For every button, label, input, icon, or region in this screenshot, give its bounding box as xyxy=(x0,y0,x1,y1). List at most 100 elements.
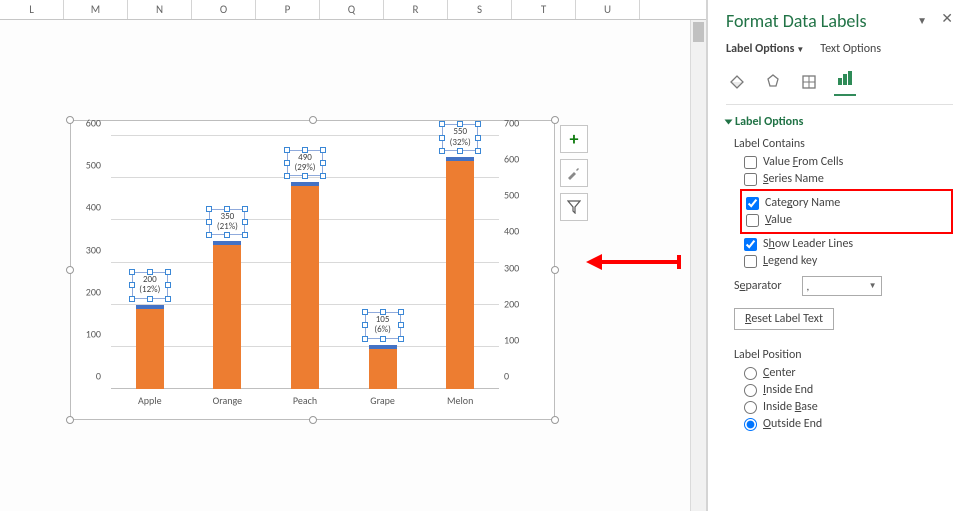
checkbox[interactable] xyxy=(746,197,759,210)
check-value-from-cells[interactable]: Value From Cells xyxy=(744,155,953,169)
chart-handle[interactable] xyxy=(551,116,559,124)
chart-handle[interactable] xyxy=(551,416,559,424)
data-label-handle[interactable] xyxy=(320,160,326,166)
fill-icon[interactable] xyxy=(726,71,748,93)
section-label-options[interactable]: Label Options xyxy=(726,115,953,129)
data-label-handle[interactable] xyxy=(398,322,404,328)
column-header[interactable]: P xyxy=(256,0,320,19)
data-label[interactable]: 105(6%) xyxy=(365,312,401,339)
chart-handle[interactable] xyxy=(309,416,317,424)
check-category-name[interactable]: Category Name xyxy=(746,196,947,210)
reset-label-text-button[interactable]: Reset Label Text xyxy=(734,308,834,330)
data-label-handle[interactable] xyxy=(147,269,153,275)
chart-handle[interactable] xyxy=(66,416,74,424)
check-show-leader-lines[interactable]: Show Leader Lines xyxy=(744,237,953,251)
data-label[interactable]: 350(21%) xyxy=(209,209,245,236)
column-header[interactable]: M xyxy=(64,0,128,19)
data-label-handle[interactable] xyxy=(147,296,153,302)
checkbox[interactable] xyxy=(744,255,757,268)
scrollbar-thumb[interactable] xyxy=(693,22,704,42)
chart-handle[interactable] xyxy=(309,116,317,124)
radio[interactable] xyxy=(744,401,757,414)
column-header[interactable]: S xyxy=(448,0,512,19)
chart-elements-button[interactable]: + xyxy=(560,125,588,153)
data-label-handle[interactable] xyxy=(224,206,230,212)
data-label-handle[interactable] xyxy=(129,296,135,302)
data-label-handle[interactable] xyxy=(398,309,404,315)
data-label-handle[interactable] xyxy=(284,160,290,166)
column-header[interactable]: N xyxy=(128,0,192,19)
pane-dropdown-icon[interactable]: ▼ xyxy=(917,14,927,27)
chart-object[interactable]: 0100200300400500600 01002003004005006007… xyxy=(70,120,555,420)
check-series-name[interactable]: Series Name xyxy=(744,172,953,186)
chart-filters-button[interactable] xyxy=(560,193,588,221)
data-label-handle[interactable] xyxy=(165,282,171,288)
data-label-handle[interactable] xyxy=(439,135,445,141)
data-label-handle[interactable] xyxy=(129,269,135,275)
data-label[interactable]: 490(29%) xyxy=(287,150,323,177)
separator-select[interactable]: ,▼ xyxy=(802,276,882,296)
data-label-handle[interactable] xyxy=(380,309,386,315)
data-label-handle[interactable] xyxy=(362,336,368,342)
column-header[interactable]: T xyxy=(512,0,576,19)
chart-handle[interactable] xyxy=(551,266,559,274)
data-label-handle[interactable] xyxy=(284,173,290,179)
vertical-scrollbar[interactable] xyxy=(690,20,706,511)
column-header[interactable]: Q xyxy=(320,0,384,19)
bar[interactable] xyxy=(291,182,319,389)
data-label-handle[interactable] xyxy=(439,148,445,154)
bar[interactable] xyxy=(369,345,397,389)
data-label-handle[interactable] xyxy=(129,282,135,288)
radio[interactable] xyxy=(744,418,757,431)
checkbox[interactable] xyxy=(744,173,757,186)
data-label[interactable]: 200(12%) xyxy=(132,272,168,299)
bar[interactable] xyxy=(446,157,474,389)
label-options-tab[interactable]: Label Options▼ xyxy=(726,42,804,56)
radio[interactable] xyxy=(744,367,757,380)
data-label-handle[interactable] xyxy=(302,173,308,179)
checkbox[interactable] xyxy=(746,214,759,227)
data-label-handle[interactable] xyxy=(475,121,481,127)
data-label-handle[interactable] xyxy=(475,135,481,141)
radio-inside-base[interactable]: Inside Base xyxy=(744,400,953,414)
chart-styles-button[interactable] xyxy=(560,159,588,187)
data-label-handle[interactable] xyxy=(165,296,171,302)
data-label-handle[interactable] xyxy=(362,322,368,328)
radio-inside-end[interactable]: Inside End xyxy=(744,383,953,397)
column-header[interactable]: O xyxy=(192,0,256,19)
data-label-handle[interactable] xyxy=(457,121,463,127)
effects-icon[interactable] xyxy=(762,71,784,93)
size-icon[interactable] xyxy=(798,71,820,93)
column-header[interactable]: R xyxy=(384,0,448,19)
data-label-handle[interactable] xyxy=(439,121,445,127)
radio[interactable] xyxy=(744,384,757,397)
column-header[interactable]: L xyxy=(0,0,64,19)
data-label-handle[interactable] xyxy=(206,232,212,238)
data-label-handle[interactable] xyxy=(362,309,368,315)
data-label-handle[interactable] xyxy=(457,148,463,154)
radio-outside-end[interactable]: Outside End xyxy=(744,417,953,431)
data-label-handle[interactable] xyxy=(398,336,404,342)
data-label[interactable]: 550(32%) xyxy=(442,124,478,151)
data-label-handle[interactable] xyxy=(475,148,481,154)
data-label-handle[interactable] xyxy=(380,336,386,342)
bar[interactable] xyxy=(213,241,241,389)
text-options-tab[interactable]: Text Options xyxy=(820,42,881,56)
data-label-handle[interactable] xyxy=(320,147,326,153)
close-icon[interactable]: ✕ xyxy=(941,10,953,27)
data-label-handle[interactable] xyxy=(224,232,230,238)
data-label-handle[interactable] xyxy=(242,206,248,212)
data-label-handle[interactable] xyxy=(165,269,171,275)
checkbox[interactable] xyxy=(744,156,757,169)
data-label-handle[interactable] xyxy=(206,206,212,212)
data-label-handle[interactable] xyxy=(320,173,326,179)
data-label-handle[interactable] xyxy=(302,147,308,153)
label-options-icon[interactable] xyxy=(834,68,856,96)
data-label-handle[interactable] xyxy=(206,219,212,225)
checkbox[interactable] xyxy=(744,238,757,251)
check-legend-key[interactable]: Legend key xyxy=(744,254,953,268)
check-value[interactable]: Value xyxy=(746,213,947,227)
data-label-handle[interactable] xyxy=(242,232,248,238)
bar[interactable] xyxy=(136,305,164,389)
radio-center[interactable]: Center xyxy=(744,366,953,380)
